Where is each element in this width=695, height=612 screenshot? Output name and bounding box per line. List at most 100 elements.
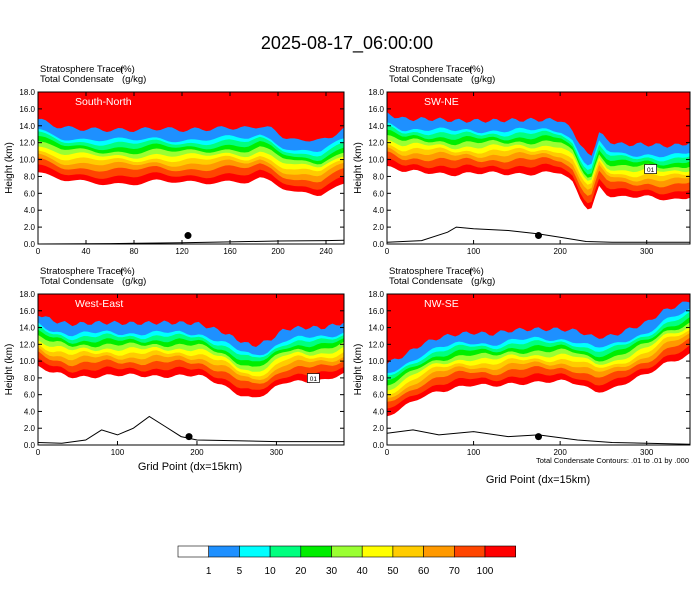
panel-condensate-units: (g/kg): [471, 276, 495, 287]
panel-condensate-units: (g/kg): [122, 276, 146, 287]
panel-tracer-units: (%): [120, 266, 135, 277]
y-tick-label: 18.0: [19, 88, 35, 97]
x-axis-label-left: Grid Point (dx=15km): [138, 461, 242, 473]
tracer-band-top: [387, 92, 690, 156]
panel-tracer-title: Stratosphere Tracer: [40, 64, 124, 75]
contour-footnote: Total Condensate Contours: .01 to .01 by…: [536, 456, 689, 465]
x-tick-label: 200: [271, 247, 285, 256]
y-tick-label: 16.0: [368, 307, 384, 316]
panel-sw-ne: Stratosphere Tracer(%) Total Condensate (g…: [353, 64, 691, 256]
x-tick-label: 0: [36, 448, 41, 457]
colorbar-swatch: [484, 545, 517, 558]
y-tick-label: 16.0: [19, 105, 35, 114]
x-tick-label: 0: [385, 247, 390, 256]
x-tick-label: 100: [111, 448, 125, 457]
x-tick-label: 200: [553, 247, 567, 256]
panel-name: NW-SE: [424, 298, 459, 310]
panel-condensate-title: Total Condensate: [40, 276, 114, 287]
colorbar-label: 10: [265, 566, 277, 577]
x-tick-label: 40: [82, 247, 91, 256]
panel-tracer-units: (%): [120, 64, 135, 75]
y-tick-label: 0.0: [24, 441, 36, 450]
colorbar-swatch: [423, 545, 455, 558]
contour-label-box: [644, 164, 657, 174]
colorbar-label: 50: [387, 566, 399, 577]
panel-tracer-title: Stratosphere Tracer: [40, 266, 124, 277]
colorbar-swatch: [177, 545, 210, 558]
x-tick-label: 160: [223, 247, 237, 256]
location-marker: [535, 232, 542, 240]
y-tick-label: 4.0: [24, 407, 36, 416]
y-tick-label: 4.0: [373, 206, 385, 215]
location-marker: [184, 232, 192, 240]
contour-label: 01: [310, 376, 318, 383]
panel-condensate-title: Total Condensate: [389, 74, 463, 85]
x-tick-label: 300: [640, 448, 654, 457]
x-tick-label: 200: [190, 448, 204, 457]
y-tick-label: 2.0: [24, 223, 36, 232]
plot-frame: [386, 91, 691, 245]
terrain-line: [38, 415, 344, 444]
tracer-field: [387, 294, 690, 445]
y-tick-label: 8.0: [373, 374, 385, 383]
y-tick-label: 14.0: [368, 122, 384, 131]
y-tick-label: 16.0: [19, 307, 35, 316]
y-tick-label: 4.0: [373, 407, 385, 416]
panel-tracer-title: Stratosphere Tracer: [389, 266, 473, 277]
colorbar-label: 20: [295, 566, 307, 577]
y-axis-label: Height (km): [4, 344, 15, 396]
panel-tracer-units: (%): [469, 266, 484, 277]
y-tick-label: 12.0: [19, 139, 35, 148]
colorbar-label: 70: [449, 566, 461, 577]
colorbar: 1 5 10 20 30 40 50 60 70 100: [177, 545, 517, 577]
colorbar-swatch: [453, 545, 486, 558]
figure-title: 2025-08-17_06:00:00: [261, 33, 433, 54]
contour-label: 01: [647, 167, 655, 174]
y-tick-label: 10.0: [368, 156, 384, 165]
location-marker: [535, 433, 542, 441]
y-tick-label: 0.0: [373, 441, 385, 450]
y-tick-label: 6.0: [373, 391, 385, 400]
y-tick-label: 10.0: [19, 357, 35, 366]
x-tick-label: 0: [36, 247, 41, 256]
panel-west-east: Stratosphere Tracer(%) Total Condensate (g…: [4, 266, 345, 457]
x-tick-label: 0: [385, 448, 390, 457]
panel-condensate-units: (g/kg): [471, 74, 495, 85]
y-tick-label: 16.0: [368, 105, 384, 114]
y-tick-label: 8.0: [24, 172, 36, 181]
y-tick-label: 12.0: [19, 340, 35, 349]
panel-name: South-North: [75, 96, 132, 108]
y-tick-label: 0.0: [24, 240, 36, 249]
plot-frame: [37, 293, 345, 446]
y-tick-label: 2.0: [373, 424, 385, 433]
y-axis-label: Height (km): [353, 142, 364, 194]
panel-tracer-title: Stratosphere Tracer: [389, 64, 473, 75]
y-tick-label: 18.0: [19, 290, 35, 299]
tracer-field: [38, 92, 344, 244]
panel-condensate-title: Total Condensate: [40, 74, 114, 85]
colorbar-swatch: [392, 545, 424, 558]
colorbar-label: 1: [206, 566, 212, 577]
y-tick-label: 8.0: [24, 374, 36, 383]
colorbar-label: 30: [326, 566, 338, 577]
location-marker: [185, 433, 193, 441]
y-tick-label: 14.0: [19, 324, 35, 333]
y-tick-label: 6.0: [24, 391, 36, 400]
colorbar-label: 60: [418, 566, 430, 577]
y-tick-label: 6.0: [24, 189, 36, 198]
colorbar-swatch: [331, 545, 363, 558]
panel-condensate-units: (g/kg): [122, 74, 146, 85]
panel-name: SW-NE: [424, 96, 459, 108]
tracer-band-top: [38, 92, 344, 142]
colorbar-swatch: [300, 545, 332, 558]
x-axis-label-right: Grid Point (dx=15km): [486, 474, 590, 486]
y-tick-label: 2.0: [24, 424, 36, 433]
panel-tracer-units: (%): [469, 64, 484, 75]
x-tick-label: 80: [130, 247, 139, 256]
y-tick-label: 14.0: [368, 324, 384, 333]
y-tick-label: 18.0: [368, 88, 384, 97]
plot-frame: [386, 293, 691, 446]
tracer-band-top: [387, 294, 690, 365]
y-tick-label: 12.0: [368, 139, 384, 148]
